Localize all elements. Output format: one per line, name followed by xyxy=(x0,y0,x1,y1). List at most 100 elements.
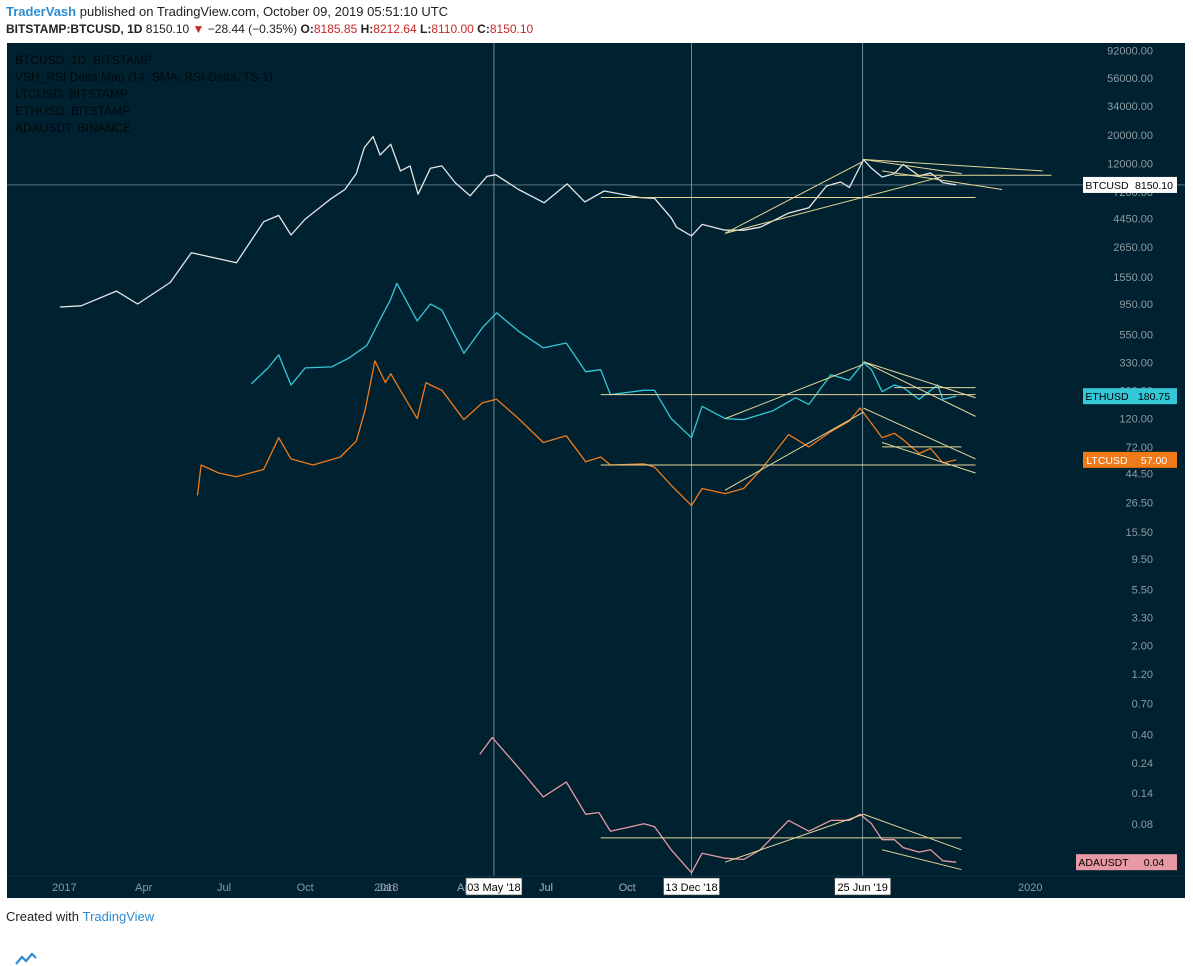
x-tick-label: 2018 xyxy=(374,882,398,894)
marker-date-label: 13 Dec '18 xyxy=(665,882,717,894)
y-tick-label: 3.30 xyxy=(1132,613,1153,625)
trendline xyxy=(881,170,1003,191)
symbol-label: BITSTAMP:BTCUSD, 1D xyxy=(6,22,143,36)
x-tick-label: 2017 xyxy=(52,882,76,894)
y-tick-label: 5.50 xyxy=(1132,584,1153,596)
open-value: 8185.85 xyxy=(313,22,358,36)
marker-date-box xyxy=(465,877,523,896)
marker-date-label: 03 May '18 xyxy=(467,882,520,894)
marker-date-box xyxy=(663,877,720,896)
y-tick-label: 26.50 xyxy=(1125,497,1153,509)
y-tick-label: 9.50 xyxy=(1132,554,1153,566)
legend-entry: ETHUSD, BITSTAMP xyxy=(15,104,130,118)
y-tick-label: 1550.00 xyxy=(1113,272,1153,284)
tradingview-logo-icon xyxy=(15,952,37,965)
trendline xyxy=(863,361,976,417)
x-tick-label: Jan xyxy=(377,882,395,894)
y-tick-label: 330.00 xyxy=(1119,358,1153,370)
series-line-ethusd xyxy=(250,282,957,439)
price-label-value: 57.00 xyxy=(1141,455,1167,467)
tradingview-brand[interactable]: TradingView xyxy=(82,909,155,924)
series-line-adausdt xyxy=(479,736,957,874)
price-label-value: 8150.10 xyxy=(1135,180,1173,192)
price-label-value-box xyxy=(1131,176,1177,193)
marker-date-label: 25 Jun '19 xyxy=(837,882,887,894)
y-tick-label: 15.50 xyxy=(1125,527,1153,539)
price-label-value-box xyxy=(1131,854,1177,871)
low-value: 8110.00 xyxy=(431,22,474,36)
author-link[interactable]: TraderVash xyxy=(6,4,77,19)
footer: Created with TradingView xyxy=(6,909,155,965)
price-label-value: 0.04 xyxy=(1144,857,1165,869)
price-label-symbol: ADAUSDT xyxy=(1078,857,1129,869)
trendline xyxy=(724,411,864,491)
y-tick-label: 4450.00 xyxy=(1113,213,1153,225)
published-text: published on TradingView.com, October 09… xyxy=(79,4,449,19)
quote-line: BITSTAMP:BTCUSD, 1D 8150.10 ▼ −28.44 (−0… xyxy=(6,22,533,36)
y-tick-label: 950.00 xyxy=(1119,299,1153,311)
chart-frame[interactable] xyxy=(7,43,1185,898)
y-tick-label: 0.24 xyxy=(1132,758,1153,770)
x-tick-label: Oct xyxy=(297,882,314,894)
created-with-text: Created with xyxy=(6,909,79,924)
y-tick-label: 56000.00 xyxy=(1107,73,1153,85)
price-label-symbol-box xyxy=(1076,854,1131,871)
low-label: L: xyxy=(420,22,432,36)
y-tick-label: 1.20 xyxy=(1132,669,1153,681)
marker-date-box xyxy=(834,877,891,896)
price-label-symbol-box xyxy=(1083,388,1131,405)
y-tick-label: 20000.00 xyxy=(1107,130,1153,142)
last-price: 8150.10 xyxy=(145,22,190,36)
y-tick-label: 92000.00 xyxy=(1107,46,1153,58)
x-tick-label: Oct xyxy=(619,882,636,894)
trendline xyxy=(863,813,962,851)
close-value: 8150.10 xyxy=(489,22,534,36)
series-line-ltcusd xyxy=(196,360,957,507)
price-label-symbol-box xyxy=(1083,451,1131,468)
open-label: O: xyxy=(300,22,314,36)
y-tick-label: 0.40 xyxy=(1132,730,1153,742)
legend-entry: BTCUSD, 1D, BITSTAMP xyxy=(15,53,152,67)
trendline xyxy=(863,361,976,399)
trendline xyxy=(724,175,944,234)
y-tick-label: 120.00 xyxy=(1119,414,1153,426)
price-label-value-box xyxy=(1131,388,1177,405)
x-tick-label: Jul xyxy=(217,882,231,894)
price-label-value-box xyxy=(1131,451,1177,468)
y-tick-label: 0.70 xyxy=(1132,699,1153,711)
price-label-symbol-box xyxy=(1083,176,1131,193)
price-label-symbol: ETHUSD xyxy=(1085,391,1129,403)
high-label: H: xyxy=(360,22,374,36)
publish-header: TraderVash published on TradingView.com,… xyxy=(6,4,448,19)
trendline xyxy=(724,363,864,420)
y-tick-label: 72.00 xyxy=(1125,442,1153,454)
trendline xyxy=(881,442,976,474)
price-chart[interactable]: BTCUSD, 1D, BITSTAMP VSH_RSI Delta Map (1… xyxy=(7,43,1185,898)
high-value: 8212.64 xyxy=(373,22,417,36)
y-tick-label: 12000.00 xyxy=(1107,159,1153,171)
y-tick-label: 0.14 xyxy=(1132,788,1153,800)
price-change: −28.44 (−0.35%) xyxy=(207,22,298,36)
y-tick-label: 2650.00 xyxy=(1113,242,1153,254)
price-label-symbol: BTCUSD xyxy=(1085,180,1129,192)
trendline xyxy=(863,158,962,175)
x-tick-label: Apr xyxy=(135,882,152,894)
trendline xyxy=(881,849,962,871)
x-tick-label: 2020 xyxy=(1018,882,1042,894)
series-group xyxy=(59,135,1052,874)
legend-entry: LTCUSD, BITSTAMP xyxy=(15,87,128,101)
legend-entry: ADAUSDT, BINANCE xyxy=(15,121,131,135)
trendline xyxy=(863,158,1043,172)
y-tick-label: 44.50 xyxy=(1125,469,1153,481)
price-label-value: 180.75 xyxy=(1138,391,1170,403)
close-label: C: xyxy=(477,22,490,36)
x-tick-label: Oct xyxy=(619,882,636,894)
price-label-symbol: LTCUSD xyxy=(1086,455,1128,467)
trendline xyxy=(863,407,976,460)
y-tick-label: 34000.00 xyxy=(1107,101,1153,113)
x-tick-label: Jul xyxy=(539,882,553,894)
series-line-btcusd xyxy=(59,135,957,308)
legend-entry: VSH_RSI Delta Map (14, SMA, RSI-Delta, T… xyxy=(15,70,273,84)
x-tick-label: Jul xyxy=(539,882,553,894)
down-arrow-icon: ▼ xyxy=(192,22,205,36)
